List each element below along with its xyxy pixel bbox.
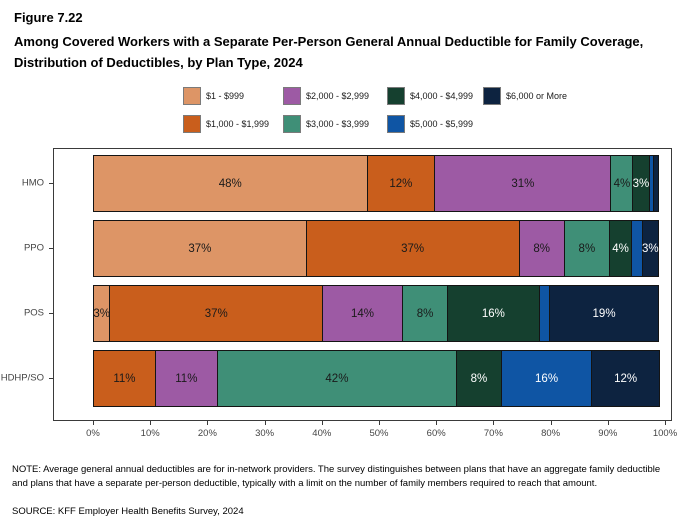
legend-swatch [283,87,301,105]
bar-segment: 42% [216,350,458,407]
y-axis: HMO PPO POS HDHP/SO [0,148,698,448]
legend-label: $1,000 - $1,999 [206,119,270,129]
y-axis-tick [49,183,53,184]
note-text: NOTE: Average general annual deductibles… [12,464,661,489]
legend-item: $4,000 - $4,999 [387,87,483,105]
x-axis-tick [665,421,666,425]
x-axis-tick [150,421,152,425]
plot-panel: 48% 12% 31% 4% 3% 37% 37% 8% 8% 4% 3% 3% 37% 14% 8% 16%… [53,148,672,421]
x-axis-tick [550,421,552,425]
legend-label: $6,000 or More [506,91,568,101]
x-axis-label: 100% [652,428,678,439]
legend-row: $1 - $999 $2,000 - $2,999 $4,000 - $4,999 $… [183,87,567,105]
bar-hmo: 48% 12% 31% 4% 3% [93,155,665,212]
bar-segment: 31% [434,155,612,212]
legend-swatch [387,87,405,105]
x-axis-label: 30% [255,428,275,439]
x-axis-label: 60% [426,428,446,439]
legend-label: $5,000 - $5,999 [410,119,474,129]
figure-title: Among Covered Workers with a Separate Pe… [14,34,644,70]
bar-hdhp-so: 11% 11% 42% 8% 16% 12% [93,350,665,407]
chart-legend: $1 - $999 $2,000 - $2,999 $4,000 - $4,999 $… [183,87,567,143]
x-axis-label: 90% [598,428,618,439]
legend-item: $3,000 - $3,999 [283,115,387,133]
source-text: SOURCE: KFF Employer Health Benefits Sur… [12,506,244,517]
legend-label: $3,000 - $3,999 [306,119,370,129]
x-axis-tick [321,421,323,425]
y-axis-tick [49,313,53,314]
y-axis-tick [49,378,53,379]
figure-label: Figure 7.22 [14,10,83,25]
x-axis: 0% 10% 20% 30% 40% 50% 60% 70% 80% 90% 100% [0,148,698,448]
y-axis-tick [49,248,53,249]
bar-segment: 3% [641,220,659,277]
y-axis-label: PPO [23,242,44,254]
bars-area: 48% 12% 31% 4% 3% 37% 37% 8% 8% 4% 3% 3% 37% 14% 8% 16%… [93,155,665,415]
bar-segment [653,155,659,212]
bar-segment: 19% [549,285,659,342]
bar-pos: 3% 37% 14% 8% 16% 19% [93,285,665,342]
x-axis-label: 0% [86,428,100,439]
x-axis-label: 80% [541,428,561,439]
x-axis-label: 50% [369,428,389,439]
x-axis-label: 70% [483,428,503,439]
legend-swatch [387,115,405,133]
legend-swatch [483,87,501,105]
x-axis-tick [379,421,380,425]
x-axis-label: 10% [140,428,160,439]
x-axis-label: 40% [312,428,332,439]
bar-segment: 3% [632,155,650,212]
bar-ppo: 37% 37% 8% 8% 4% 3% [93,220,665,277]
legend-label: $1 - $999 [206,91,245,101]
chart: 48% 12% 31% 4% 3% 37% 37% 8% 8% 4% 3% 3% 37% 14% 8% 16%… [0,148,698,448]
bar-segment: 11% [154,350,218,407]
y-axis-label: POS [23,307,44,319]
x-axis-tick [93,421,94,425]
bar-segment: 16% [447,285,540,342]
legend-label: $2,000 - $2,999 [306,91,370,101]
x-axis-tick [493,421,495,425]
x-axis-label: 20% [197,428,217,439]
legend-item: $1,000 - $1,999 [183,115,283,133]
bar-segment: 37% [109,285,324,342]
bar-segment: 12% [591,350,660,407]
legend-item: $2,000 - $2,999 [283,87,387,105]
legend-item: $6,000 or More [483,87,567,105]
y-axis-label: HMO [21,177,44,189]
bar-segment: 48% [93,155,368,212]
legend-swatch [283,115,301,133]
y-axis-label: HDHP/SO [0,372,44,384]
bar-segment: 11% [93,350,156,407]
bar-segment: 8% [401,285,449,342]
legend-swatch [183,87,201,105]
bar-segment: 37% [93,220,307,277]
bar-segment: 37% [305,220,520,277]
legend-item: $1 - $999 [183,87,283,105]
legend-item: $5,000 - $5,999 [387,115,483,133]
x-axis-tick [207,421,209,425]
x-axis-tick [436,421,438,425]
x-axis-tick [264,421,266,425]
legend-swatch [183,115,201,133]
legend-label: $4,000 - $4,999 [410,91,474,101]
x-axis-tick [607,421,609,425]
bar-segment: 8% [456,350,502,407]
legend-row: $1,000 - $1,999 $3,000 - $3,999 $5,000 - $… [183,115,567,133]
